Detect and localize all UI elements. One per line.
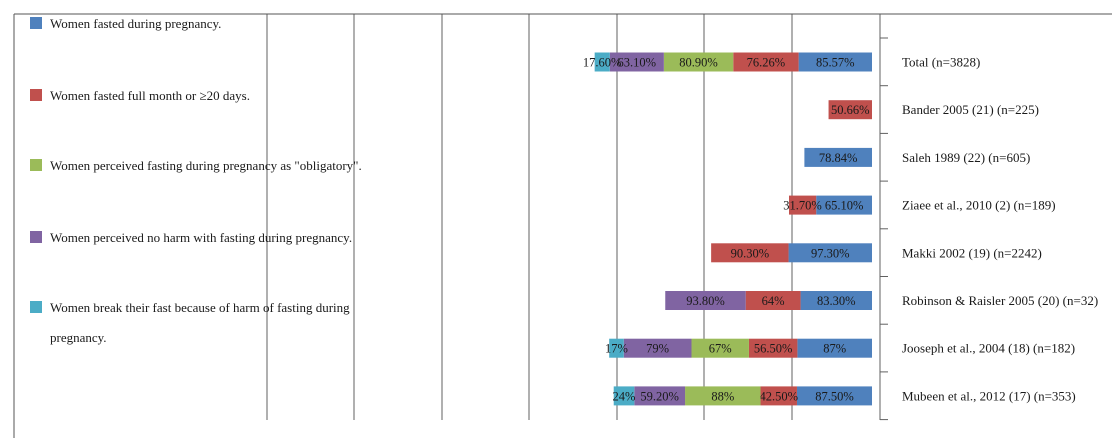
data-label: 83.30% [817,294,856,308]
legend-item: Women break their fast because of harm o… [30,300,350,345]
category-label: Mubeen et al., 2012 (17) (n=353) [902,388,1076,403]
legend: Women fasted during pregnancy. Women fast… [30,16,362,345]
bar-segment [797,338,872,358]
bar-segment [816,195,872,215]
data-label: 79% [646,342,669,356]
data-label: 97.30% [811,246,850,260]
legend-item: Women fasted full month or ≥20 days. [30,88,250,103]
data-label: 88% [711,389,734,403]
bar-segment [796,386,872,406]
category-label: Bander 2005 (21) (n=225) [902,102,1039,117]
data-label: 67% [709,342,732,356]
category-label: Jooseph et al., 2004 (18) (n=182) [902,341,1075,356]
bar-segment [760,386,797,406]
data-label: 80.90% [679,56,718,70]
bar-segment [748,338,798,358]
data-label: 93.80% [686,294,725,308]
legend-swatch [30,231,42,243]
gridlines [266,14,793,420]
legend-label: Women fasted full month or ≥20 days. [50,88,250,103]
data-label: 87.50% [815,389,854,403]
legend-item: Women fasted during pregnancy. [30,16,221,31]
legend-label: Women fasted during pregnancy. [50,16,221,31]
bar-segment [609,338,624,358]
bar-segment [798,52,872,72]
category-label: Total (n=3828) [902,55,980,70]
data-label: 78.84% [819,151,858,165]
bar-segment [613,386,635,406]
bar-segment [691,338,749,358]
legend-swatch [30,89,42,101]
data-label: 59.20% [640,389,679,403]
bar-segment [609,52,664,72]
legend-item: Women perceived no harm with fasting dur… [30,230,352,245]
data-label: 64% [762,294,785,308]
data-label: 63.10% [618,56,657,70]
data-label: 24% [613,389,636,403]
legend-label: Women perceived fasting during pregnancy… [50,158,362,173]
legend-label: Women perceived no harm with fasting dur… [50,230,352,245]
legend-label: Women break their fast because of harm o… [50,300,350,315]
bar-segment [733,52,799,72]
legend-swatch [30,301,42,313]
bar-segment [594,52,610,72]
bars: 85.57% 76.26% 80.90% 63.10%17.60% 50.66% 78.8… [583,52,872,406]
data-label: 31.70% [783,199,822,213]
category-label: Saleh 1989 (22) (n=605) [902,150,1030,165]
legend-item: Women perceived fasting during pregnancy… [30,158,362,173]
category-label: Ziaee et al., 2010 (2) (n=189) [902,198,1056,213]
bar-segment [745,291,801,310]
bar-segment [788,243,872,263]
bar-segment [828,100,872,120]
data-label: 17% [605,342,628,356]
data-label: 76.26% [747,56,786,70]
category-labels: Total (n=3828) Bander 2005 (21) (n=225) Sa… [902,55,1098,404]
data-label: 17.60% [583,56,622,70]
bar-segment [804,147,872,167]
bar-segment [800,291,872,310]
bar-segment [663,52,734,72]
data-label: 42.50% [759,389,798,403]
data-label: 87% [823,342,846,356]
data-label: 85.57% [816,56,855,70]
legend-swatch [30,17,42,29]
legend-swatch [30,159,42,171]
data-label: 56.50% [754,342,793,356]
bar-segment [665,291,746,310]
data-label: 65.10% [825,199,864,213]
bar-segment [634,386,686,406]
legend-label: pregnancy. [50,330,107,345]
category-label: Robinson & Raisler 2005 (20) (n=32) [902,293,1098,308]
category-label: Makki 2002 (19) (n=2242) [902,245,1042,260]
bar-segment [788,195,817,215]
bar-segment [685,386,761,406]
data-label: 90.30% [731,246,770,260]
plot-frame [13,13,1112,438]
bar-segment [623,338,692,358]
bar-segment [711,243,789,263]
data-label: 50.66% [831,103,870,117]
